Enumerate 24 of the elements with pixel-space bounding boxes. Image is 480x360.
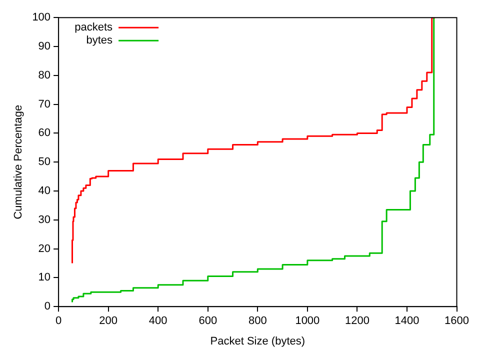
x-tick-label: 1200 [344, 315, 370, 328]
y-tick-label: 30 [38, 214, 51, 226]
y-tick-label: 70 [38, 98, 51, 110]
y-tick-label: 50 [38, 156, 51, 168]
y-tick-label: 20 [38, 242, 51, 255]
y-tick-label: 10 [38, 272, 51, 284]
x-tick-label: 1000 [295, 315, 320, 328]
x-tick-label: 0 [55, 315, 62, 328]
x-tick-label: 1600 [444, 315, 470, 328]
x-tick-label: 400 [148, 315, 168, 328]
x-tick-label: 800 [248, 315, 267, 328]
legend-label: packets [74, 22, 114, 34]
y-axis-title: Cumulative Percentage [12, 104, 25, 220]
y-tick-label: 80 [38, 69, 51, 82]
legend-label: bytes [86, 34, 114, 47]
x-tick-label: 200 [99, 315, 118, 328]
y-tick-label: 100 [32, 12, 51, 24]
y-tick-label: 90 [38, 40, 51, 53]
y-tick-label: 60 [38, 127, 51, 140]
x-axis-title: Packet Size (bytes) [210, 335, 306, 348]
y-tick-label: 40 [38, 185, 51, 198]
x-tick-label: 600 [198, 315, 218, 328]
y-tick-label: 0 [44, 300, 51, 313]
x-tick-label: 1400 [394, 315, 420, 328]
